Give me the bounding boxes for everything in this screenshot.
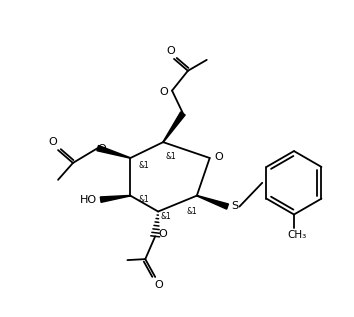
Text: &1: &1 bbox=[166, 152, 176, 160]
Text: O: O bbox=[160, 87, 169, 97]
Text: O: O bbox=[97, 144, 106, 154]
Polygon shape bbox=[97, 146, 131, 158]
Polygon shape bbox=[197, 196, 228, 209]
Text: O: O bbox=[49, 137, 57, 147]
Text: O: O bbox=[167, 46, 176, 56]
Text: &1: &1 bbox=[139, 161, 150, 171]
Text: CH₃: CH₃ bbox=[287, 230, 307, 240]
Text: &1: &1 bbox=[187, 207, 197, 216]
Text: S: S bbox=[231, 201, 238, 210]
Polygon shape bbox=[163, 112, 185, 142]
Text: O: O bbox=[159, 229, 167, 239]
Text: HO: HO bbox=[80, 195, 97, 205]
Text: &1: &1 bbox=[139, 195, 150, 204]
Text: &1: &1 bbox=[161, 212, 171, 221]
Polygon shape bbox=[100, 195, 130, 202]
Text: O: O bbox=[214, 152, 223, 162]
Text: O: O bbox=[155, 280, 164, 290]
